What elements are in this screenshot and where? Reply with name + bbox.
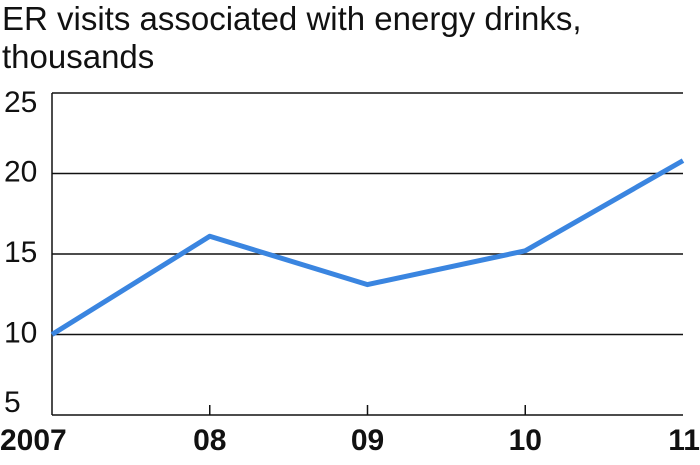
x-tick-label: 08 bbox=[193, 424, 226, 457]
x-tick-label: 2007 bbox=[0, 424, 67, 457]
x-tick-label: 09 bbox=[351, 424, 384, 457]
y-tick-label: 25 bbox=[4, 86, 37, 119]
data-line bbox=[50, 158, 685, 337]
y-tick-label: 10 bbox=[4, 316, 37, 349]
x-tick-label: 11 bbox=[668, 424, 700, 457]
chart-title: ER visits associated with energy drinks,… bbox=[2, 0, 582, 75]
x-tick-label: 10 bbox=[509, 424, 542, 457]
y-tick-label: 20 bbox=[4, 155, 37, 188]
y-tick-label: 15 bbox=[4, 236, 37, 269]
y-tick-label: 5 bbox=[4, 386, 21, 419]
